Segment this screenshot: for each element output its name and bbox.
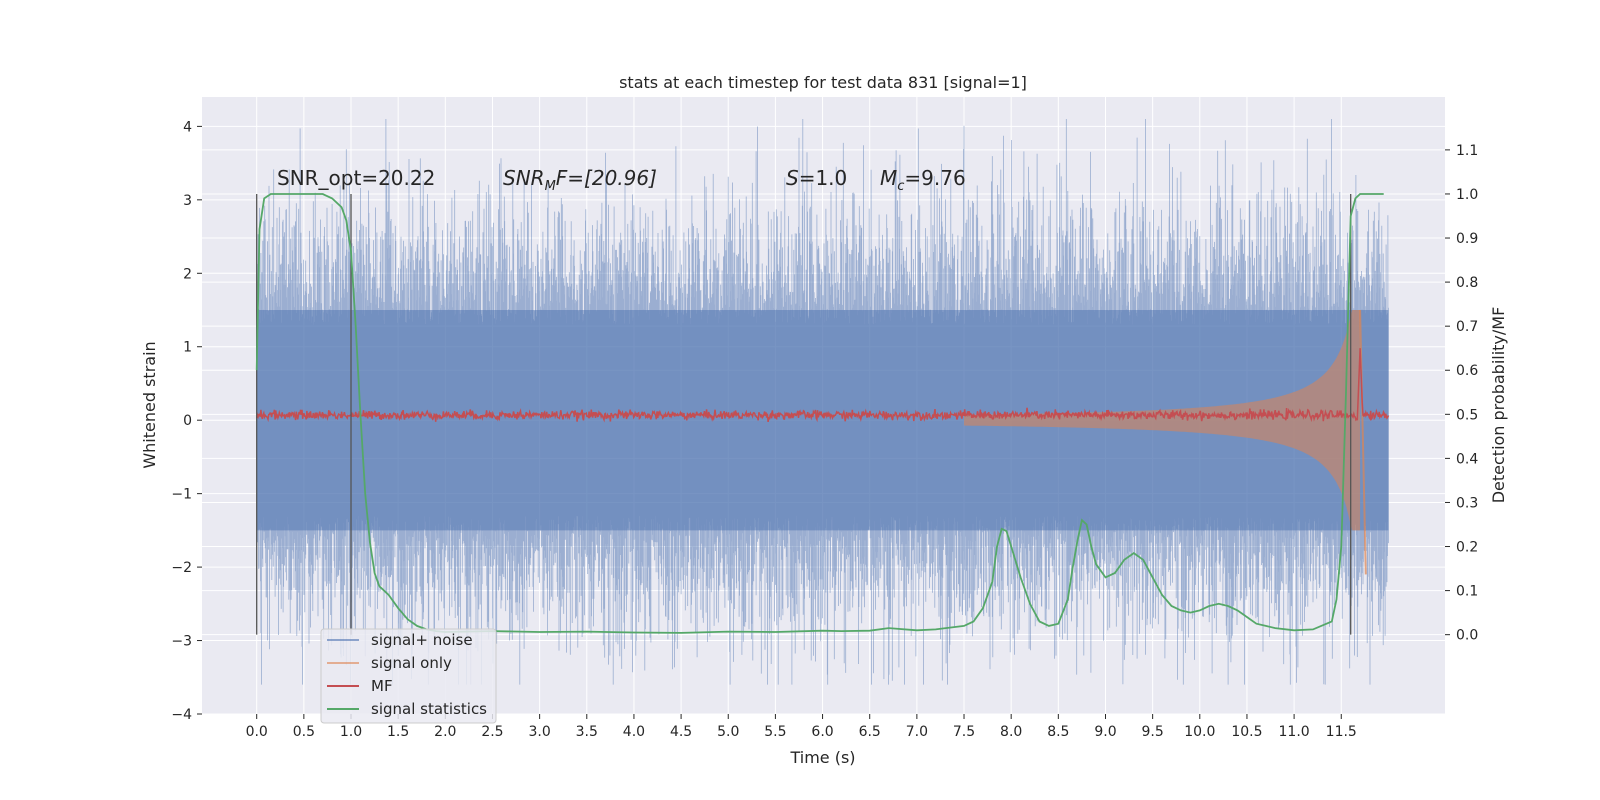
y2-tick-label: 0.5 [1456,407,1478,423]
y-tick-label: 2 [183,266,192,282]
y-tick-label: −2 [171,560,192,576]
legend: signal+ noise signal only MF signal stat… [320,628,497,724]
y2-tick-label: 0.2 [1456,540,1478,556]
x-tick-label: 4.5 [670,724,692,740]
x-tick-label: 1.0 [340,724,362,740]
x-tick-label: 3.0 [528,724,550,740]
y2-tick-label: 0.3 [1456,495,1478,511]
vertical-markers [256,193,1352,635]
x-tick-label: 4.0 [623,724,645,740]
annotation-snr-mf: SNRMF=[20.96] [503,166,657,194]
signal-only-envelope [964,310,1361,531]
x-tick-label: 7.5 [953,724,975,740]
x-tick-label: 8.0 [1000,724,1022,740]
x-tick-label: 1.5 [387,724,409,740]
legend-label-signal-statistics: signal statistics [371,700,487,718]
y2-tick-label: 0.9 [1456,231,1478,247]
legend-label-mf: MF [371,677,393,695]
annotation-s-value: =1.0 [799,166,848,190]
y-axis-left: 4 3 2 1 0 −1 −2 −3 −4 [171,119,202,723]
mf-series [255,348,1390,423]
y2-tick-label: 0.1 [1456,584,1478,600]
y-tick-label: 4 [183,119,192,135]
x-tick-label: 10.0 [1184,724,1215,740]
x-tick-label: 6.0 [811,724,833,740]
x-axis-label: Time (s) [789,748,855,767]
annotation-snr-mf-rest: F=[20.96] [556,166,657,190]
legend-box [320,628,497,724]
annotation-snr-mf-sub: M [545,179,556,194]
y-axis-right: 1.1 1.0 0.9 0.8 0.7 0.6 0.5 0.4 0.3 0.2 0.1 0.0 [1445,143,1478,644]
x-tick-label: 8.5 [1047,724,1069,740]
annotation-mc: Mc=9.76 [880,166,966,194]
annotation-mc-sub: c [897,179,904,194]
y-tick-label: 3 [183,193,192,209]
x-tick-label: 2.5 [481,724,503,740]
y2-axis-label: Detection probability/MF [1489,307,1508,504]
mf-line [255,348,1390,423]
x-axis: 0.0 0.5 1.0 1.5 2.0 2.5 3.0 3.5 4.0 4.5 5.0 5.5 6.0 6… [246,714,1357,740]
y2-tick-label: 1.0 [1456,187,1478,203]
chart-title: stats at each timestep for test data 831… [619,73,1027,92]
y2-tick-label: 1.1 [1456,143,1478,159]
x-tick-label: 9.0 [1094,724,1116,740]
x-tick-label: 0.5 [293,724,315,740]
y-tick-label: −4 [171,707,192,723]
x-tick-label: 0.0 [246,724,268,740]
y2-tick-label: 0.4 [1456,451,1478,467]
y-axis-label: Whitened strain [140,341,159,468]
x-tick-label: 11.0 [1279,724,1310,740]
x-tick-label: 9.5 [1142,724,1164,740]
y2-tick-label: 0.0 [1456,628,1478,644]
annotation-s-name: S [786,166,799,190]
y2-tick-label: 0.7 [1456,319,1478,335]
x-tick-label: 5.5 [764,724,786,740]
y-tick-label: 0 [183,413,192,429]
y2-tick-label: 0.6 [1456,363,1478,379]
annotation-mc-name: M [880,166,897,190]
y-tick-label: −3 [171,634,192,650]
x-tick-label: 2.0 [434,724,456,740]
annotation-mc-value: =9.76 [904,166,965,190]
y-tick-label: −1 [171,487,192,503]
legend-label-signal-only: signal only [371,654,452,672]
annotation-snr-mf-name: SNR [503,166,545,190]
signal-statistics-series [255,193,1384,634]
x-tick-label: 5.0 [717,724,739,740]
y2-tick-label: 0.8 [1456,275,1478,291]
y-tick-label: 1 [183,340,192,356]
annotation-s: S=1.0 [786,166,847,190]
x-tick-label: 11.5 [1326,724,1357,740]
x-tick-label: 7.0 [906,724,928,740]
x-tick-label: 10.5 [1231,724,1262,740]
signal-statistics-line [255,193,1384,634]
x-tick-label: 3.5 [576,724,598,740]
annotation-snr-opt: SNR_opt=20.22 [277,166,435,190]
x-tick-label: 6.5 [859,724,881,740]
legend-label-signal-noise: signal+ noise [371,631,473,649]
